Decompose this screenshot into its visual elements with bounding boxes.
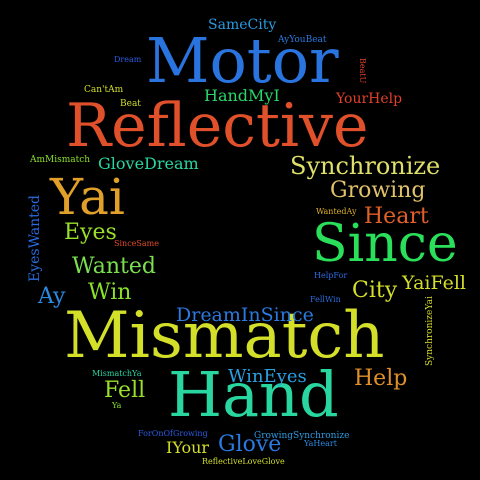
word-help: Help (354, 366, 408, 391)
word-glovedream: GloveDream (98, 154, 199, 173)
word-ayyoubeat: AyYouBeat (278, 35, 327, 45)
word-ay: Ay (38, 284, 66, 309)
word-synchronizeyai: SynchronizeYai (425, 296, 435, 366)
word-yai: Yai (50, 168, 125, 226)
word-reflective: Reflective (66, 91, 369, 161)
word-samecity: SameCity (208, 17, 277, 33)
word-motor: Motor (146, 24, 339, 97)
word-helpfor: HelpFor (314, 271, 348, 280)
word-growingsynchronize: GrowingSynchronize (254, 431, 350, 441)
word-hand: Hand (168, 358, 339, 431)
word-mismatch: Mismatch (64, 299, 385, 373)
word-wantedday: WantedAy (316, 207, 357, 216)
word-dreaminsince: DreamInSince (176, 304, 314, 326)
word-ammismatch: AmMismatch (30, 155, 91, 165)
word-wineyes: WinEyes (228, 366, 307, 387)
word-cantam: Can'tAm (84, 85, 124, 95)
word-since: Since (312, 214, 458, 274)
word-city: City (352, 278, 398, 303)
word-wanted: Wanted (72, 254, 156, 279)
word-yaifell: YaiFell (402, 272, 467, 294)
word-win: Win (88, 280, 132, 305)
word-fellwin: FellWin (310, 295, 341, 304)
word-ya: Ya (112, 401, 122, 410)
word-glove: Glove (218, 432, 282, 457)
word-foronofgrowing: ForOnOfGrowing (138, 429, 208, 438)
word-yourhelp: YourHelp (336, 91, 403, 107)
word-iyour: IYour (166, 438, 210, 457)
word-synchronize: Synchronize (290, 152, 441, 180)
word-heart: Heart (364, 204, 429, 229)
word-reflectivelveglove: ReflectiveLoveGlove (202, 457, 285, 466)
word-beatu: BeatU (358, 58, 367, 84)
word-yaheart: YaHeart (304, 439, 337, 448)
word-mismatchya: MismatchYa (92, 369, 142, 378)
word-eyes: Eyes (64, 220, 117, 245)
word-growing: Growing (330, 178, 426, 203)
word-fell: Fell (104, 378, 146, 403)
word-eyeswanted: EyesWanted (27, 194, 43, 282)
word-handmyi: HandMyI (204, 86, 280, 105)
word-sincesame: SinceSame (114, 239, 159, 248)
word-dream: Dream (114, 55, 142, 64)
word-beat: Beat (120, 99, 141, 109)
